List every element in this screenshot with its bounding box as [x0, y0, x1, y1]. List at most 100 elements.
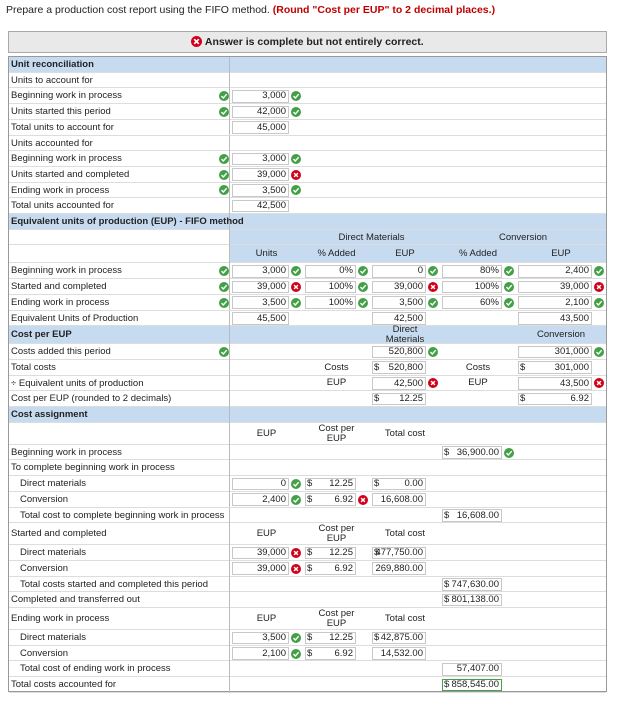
- column-header: EUP: [395, 248, 415, 260]
- currency-sign: $: [307, 478, 313, 490]
- input-box: [305, 647, 356, 660]
- column-divider: [229, 677, 230, 693]
- correct-icon: [219, 154, 229, 165]
- correct-icon: [594, 347, 604, 358]
- column-header: EUP: [326, 377, 347, 389]
- cell-value: 43,500: [559, 377, 589, 389]
- wrong-icon: [291, 281, 301, 292]
- row-divider: [9, 118, 606, 120]
- cell-value: 477,750.00: [375, 547, 423, 559]
- cell-value: 2,400: [565, 265, 589, 277]
- currency-sign: $: [520, 361, 526, 373]
- correct-icon: [291, 185, 301, 196]
- column-header: Cost per EUP: [318, 422, 355, 444]
- column-header: EUP: [256, 427, 277, 439]
- cell-value: 3,500: [262, 184, 286, 196]
- row-divider: [9, 607, 606, 608]
- cell-value: 2,400: [262, 493, 286, 505]
- input-box: [518, 377, 592, 390]
- cell-value: 6.92: [334, 647, 354, 659]
- cell-value: 39,000: [256, 562, 286, 574]
- cell-value: 36,900.00: [456, 446, 499, 458]
- cell-value: 3,500: [399, 296, 423, 308]
- input-box: [372, 345, 426, 359]
- cell-value: 269,880.00: [375, 562, 423, 574]
- input-box: [518, 312, 592, 325]
- row-label: Beginning work in process: [11, 90, 122, 102]
- row-label: Total cost to complete beginning work in…: [20, 509, 225, 521]
- cell-value: 2,100: [262, 647, 286, 659]
- row-label: Cost per EUP (rounded to 2 decimals): [11, 393, 172, 405]
- column-divider: [229, 229, 230, 246]
- correct-icon: [594, 266, 604, 277]
- row-divider: [9, 575, 606, 577]
- input-box: [305, 477, 356, 491]
- input-box: [372, 631, 426, 645]
- currency-sign: $: [374, 547, 380, 559]
- correct-icon: [219, 169, 229, 180]
- row-label: Completed and transferred out: [11, 594, 140, 606]
- row-label: Started and completed: [11, 528, 107, 540]
- input-box: [305, 493, 356, 506]
- row-divider: [9, 213, 606, 214]
- row-label: Units started and completed: [11, 168, 130, 180]
- cell-value: 3,500: [262, 632, 286, 643]
- correct-icon: [291, 478, 301, 489]
- row-label: Conversion: [20, 647, 69, 659]
- column-divider: [229, 444, 230, 461]
- column-divider: [229, 491, 230, 508]
- input-box: [372, 280, 426, 294]
- row-divider: [9, 343, 606, 345]
- column-divider: [229, 391, 230, 407]
- cell-value: 0.00: [404, 478, 424, 490]
- row-label: Ending work in process: [11, 613, 110, 624]
- row-divider: [9, 325, 606, 327]
- row-divider: [9, 103, 606, 105]
- wrong-icon: [594, 281, 604, 292]
- cell-value: 39,000: [256, 281, 286, 293]
- column-header: % Added: [458, 248, 498, 260]
- currency-sign: $: [444, 578, 450, 590]
- row-divider: [9, 278, 606, 280]
- row-label: Started and completed: [11, 281, 107, 293]
- currency-sign: $: [444, 509, 450, 521]
- row-divider: [9, 591, 606, 593]
- wrong-icon: [594, 378, 604, 389]
- row-divider: [9, 644, 606, 646]
- row-label: Total cost of ending work in process: [20, 663, 171, 675]
- row-label: Ending work in process: [11, 184, 110, 196]
- row-divider: [9, 691, 606, 693]
- input-box: [442, 296, 502, 309]
- cell-value: 520,800: [388, 346, 423, 358]
- row-divider: [9, 459, 606, 461]
- column-header: % Added: [317, 248, 356, 260]
- wrong-icon: [191, 36, 203, 47]
- row-label: Cost per EUP: [11, 329, 72, 341]
- correct-icon: [428, 297, 438, 308]
- row-label: Direct materials: [20, 478, 86, 490]
- row-divider: [9, 421, 606, 423]
- column-header-band: [230, 245, 606, 264]
- input-box: [232, 264, 289, 278]
- row-divider: [9, 87, 606, 89]
- currency-sign: $: [307, 562, 313, 574]
- input-box: [372, 647, 426, 660]
- column-divider: [229, 151, 230, 167]
- input-box: [232, 199, 289, 213]
- input-box: [442, 678, 502, 692]
- cell-value: 3,000: [262, 153, 286, 165]
- column-header: Direct Materials: [385, 324, 425, 346]
- wrong-icon: [291, 548, 301, 559]
- section-band: [9, 57, 606, 73]
- correct-icon: [594, 297, 604, 308]
- row-label: Total costs started and completed this p…: [20, 578, 208, 590]
- input-box: [372, 377, 426, 390]
- column-divider: [229, 422, 230, 445]
- currency-sign: $: [444, 446, 450, 458]
- row-divider: [9, 309, 606, 311]
- row-divider: [9, 181, 606, 183]
- row-label: Ending work in process: [11, 296, 110, 308]
- row-label: Unit reconciliation: [11, 59, 94, 70]
- input-box: [232, 121, 289, 134]
- currency-sign: $: [444, 679, 450, 691]
